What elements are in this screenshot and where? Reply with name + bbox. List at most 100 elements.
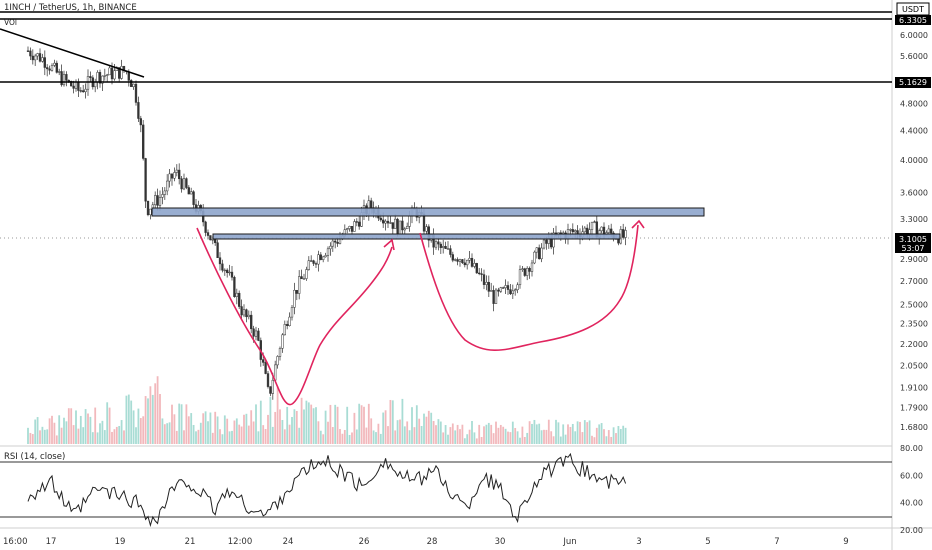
volume-bar [346, 406, 349, 444]
volume-bar [46, 429, 49, 444]
volume-bar [490, 424, 493, 444]
volume-bar [552, 436, 555, 444]
candle-body [221, 263, 224, 271]
volume-bar [183, 430, 185, 444]
candle-body [242, 309, 246, 316]
volume-bar [559, 436, 562, 444]
resistance-zone-lower[interactable] [212, 233, 621, 240]
candle-body [257, 330, 260, 341]
volume-bar [101, 420, 104, 444]
price-axis[interactable]: 6.0000 5.6000 4.8000 4.4000 4.0000 3.6000 3.30… [900, 31, 928, 432]
candle-body [379, 217, 382, 221]
candle-body [50, 65, 54, 71]
volume-bar [77, 428, 80, 444]
volume-bar [430, 412, 433, 444]
volume-bar [456, 424, 459, 444]
volume-bar [387, 426, 389, 444]
pattern-curve-right-cup[interactable] [419, 224, 639, 352]
candle-body [408, 216, 411, 227]
candle-body [540, 247, 543, 260]
rsi-tick-label: 60.00 [900, 471, 923, 480]
candle-body [74, 81, 78, 89]
candle-body [384, 220, 387, 224]
candle-body [326, 248, 330, 256]
volume-bar [487, 422, 490, 444]
candle-body [156, 195, 159, 206]
time-axis[interactable]: 16:00 17 19 21 12:00 24 26 28 30 Jun 3 5 7 9 [3, 537, 849, 547]
candle-body [506, 285, 510, 290]
volume-bar [91, 432, 94, 444]
volume-bar [372, 430, 375, 444]
volume-bar [223, 415, 226, 444]
candle-body [180, 178, 183, 190]
volume-bar [67, 408, 70, 444]
volume-bar [492, 433, 495, 444]
time-tick-label: Jun [562, 537, 576, 547]
time-tick-label: 21 [185, 537, 196, 547]
candle-body [480, 273, 483, 275]
candle-body [314, 263, 318, 265]
pattern-curve-left-cup[interactable] [196, 227, 393, 406]
rsi-axis[interactable]: 80.00 60.00 40.00 20.00 [900, 444, 923, 535]
resistance-zone-upper[interactable] [151, 207, 705, 217]
candle-body [463, 262, 466, 266]
candle-body [454, 259, 457, 261]
candle-body [161, 194, 164, 198]
volume-bar [247, 425, 250, 444]
candle-body [240, 306, 243, 316]
top-level-badge-bg [895, 15, 931, 25]
candle-body [499, 287, 502, 292]
candle-body [262, 359, 265, 363]
volume-bar [579, 421, 581, 444]
volume-bar [94, 407, 97, 444]
volume-bar [82, 427, 85, 444]
volume-bar [399, 419, 401, 444]
volume-bar [363, 406, 365, 444]
candle-body [233, 277, 236, 297]
volume-bar [610, 436, 613, 444]
candle-body [473, 263, 476, 267]
volume-bar [483, 426, 485, 444]
candle-body [442, 246, 445, 248]
candle-body [214, 239, 217, 243]
volume-bar [279, 409, 281, 444]
candle-body [187, 187, 190, 195]
volume-bar [243, 414, 245, 444]
volume-bar [204, 411, 207, 444]
candle-body [286, 324, 289, 326]
last-price-badge: 3.1005 [899, 235, 927, 244]
volume-bar [595, 427, 598, 444]
candle-body [298, 276, 301, 294]
candle-body [209, 235, 212, 241]
volume-bar [451, 423, 454, 444]
volume-bar [439, 421, 442, 444]
volume-bar [403, 426, 406, 444]
volume-bar [564, 434, 567, 444]
volume-bar [598, 424, 601, 444]
volume-bar [111, 431, 113, 444]
candle-body [482, 274, 486, 285]
volume-bar [175, 430, 178, 444]
volume-bar [471, 421, 473, 444]
candle-body [511, 290, 514, 295]
volume-bar [574, 431, 577, 444]
volume-bar [538, 423, 541, 444]
volume-bar [581, 432, 584, 444]
volume-bar [192, 424, 195, 444]
volume-bar [382, 412, 385, 444]
volume-bar [336, 406, 339, 444]
volume-bar [99, 423, 101, 444]
price-tick-label: 4.0000 [900, 156, 928, 165]
trend-line[interactable] [0, 28, 145, 78]
volume-bar [509, 432, 512, 444]
candle-body [82, 90, 85, 93]
volume-bar [156, 376, 159, 444]
volume-bar [221, 434, 224, 444]
candle-body [322, 256, 325, 260]
volume-bar [528, 421, 531, 444]
currency-badge[interactable]: USDT [902, 5, 924, 14]
candle-body [185, 178, 188, 188]
volume-bar [531, 423, 533, 444]
